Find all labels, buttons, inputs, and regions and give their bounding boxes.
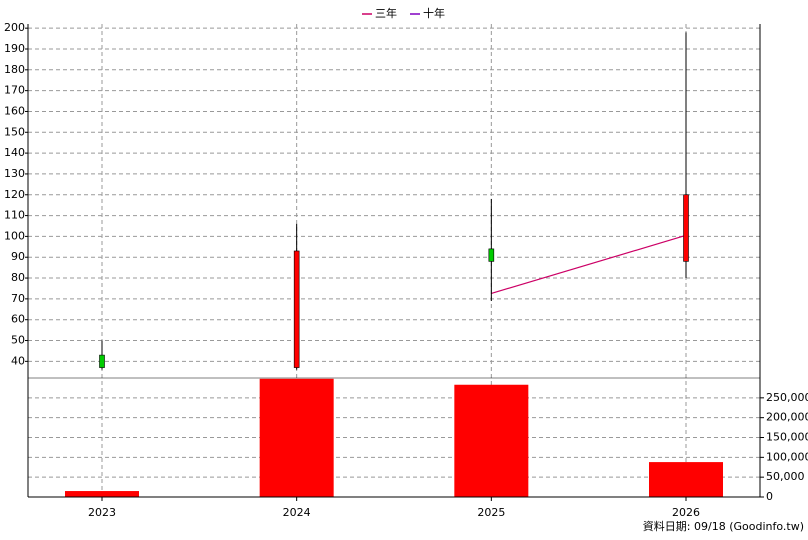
source-note: 資料日期: 09/18 (Goodinfo.tw) (643, 519, 804, 533)
volume-bar (259, 378, 334, 497)
y-tick-label: 140 (4, 146, 25, 159)
y-tick-label: 50 (11, 334, 25, 347)
y-tick-label: 200 (4, 21, 25, 34)
y-tick-label: 180 (4, 63, 25, 76)
y2-tick-label: 100,000 (766, 450, 808, 463)
x-tick-label: 2023 (88, 506, 116, 519)
y-tick-label: 110 (4, 209, 25, 222)
candle-body (293, 250, 300, 368)
y2-tick-label: 0 (766, 490, 773, 503)
y-tick-label: 160 (4, 104, 25, 117)
y-tick-label: 150 (4, 125, 25, 138)
y-tick-label: 70 (11, 292, 25, 305)
y2-tick-label: 50,000 (766, 470, 805, 483)
x-tick-label: 2025 (477, 506, 505, 519)
y-tick-label: 130 (4, 167, 25, 180)
y2-tick-label: 200,000 (766, 411, 808, 424)
y-tick-label: 190 (4, 42, 25, 55)
y-tick-label: 40 (11, 354, 25, 367)
y2-tick-label: 250,000 (766, 391, 808, 404)
y-tick-label: 120 (4, 188, 25, 201)
line-series (491, 234, 687, 295)
y-tick-label: 100 (4, 229, 25, 242)
candle-body (488, 248, 495, 262)
y-tick-label: 170 (4, 84, 25, 97)
legend-label: 三年 (375, 6, 397, 20)
y-tick-label: 90 (11, 250, 25, 263)
legend-label: 十年 (423, 6, 445, 20)
volume-bar (65, 491, 139, 497)
x-tick-label: 2026 (672, 506, 700, 519)
volume-bar (649, 462, 723, 497)
x-tick-label: 2024 (283, 506, 311, 519)
volume-bar (454, 384, 529, 497)
y-tick-label: 80 (11, 271, 25, 284)
y-tick-label: 60 (11, 313, 25, 326)
y2-tick-label: 150,000 (766, 431, 808, 444)
candle-body (683, 194, 689, 262)
candle-body (99, 354, 105, 368)
